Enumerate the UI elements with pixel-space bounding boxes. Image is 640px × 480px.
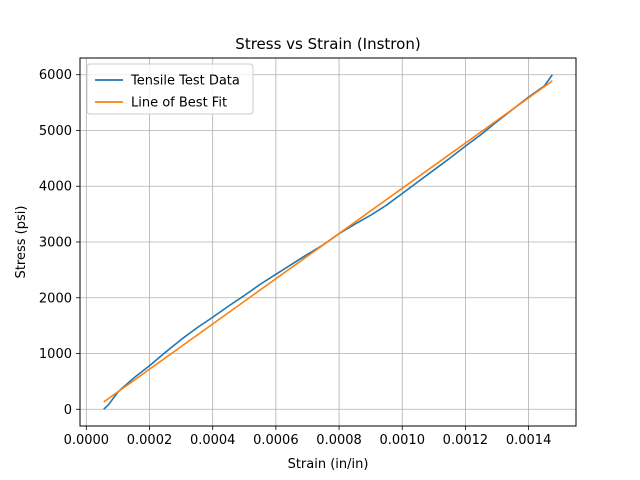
x-ticks: 0.0000 0.0002 0.0004 0.0006 0.0008 0.0010 0.00… [64,426,552,448]
y-ticks: 0 1000 2000 3000 4000 5000 6000 [39,68,80,418]
chart-title: Stress vs Strain (Instron) [235,35,420,53]
x-tick-label: 0.0006 [253,433,299,448]
x-tick-label: 0.0004 [190,433,236,448]
x-tick-label: 0.0002 [127,433,173,448]
legend: Tensile Test Data Line of Best Fit [86,63,254,115]
legend-box [86,63,254,115]
legend-label-line-of-best-fit: Line of Best Fit [131,96,227,111]
x-tick-label: 0.0010 [379,433,425,448]
series-line-line-of-best-fit [103,80,553,403]
y-tick-label: 2000 [39,291,72,306]
x-tick-label: 0.0014 [506,433,552,448]
y-tick-label: 6000 [39,68,72,83]
x-tick-label: 0.0008 [316,433,362,448]
legend-label-tensile-test-data: Tensile Test Data [130,74,240,89]
x-axis-label: Strain (in/in) [288,457,369,472]
y-tick-label: 3000 [39,236,72,251]
y-tick-label: 5000 [39,124,72,139]
grid [80,58,576,426]
x-tick-label: 0.0012 [443,433,489,448]
y-axis-label: Stress (psi) [14,206,29,279]
y-tick-label: 4000 [39,180,72,195]
x-tick-label: 0.0000 [64,433,110,448]
y-tick-label: 0 [64,403,72,418]
y-tick-label: 1000 [39,347,72,362]
series-layer [103,74,553,410]
